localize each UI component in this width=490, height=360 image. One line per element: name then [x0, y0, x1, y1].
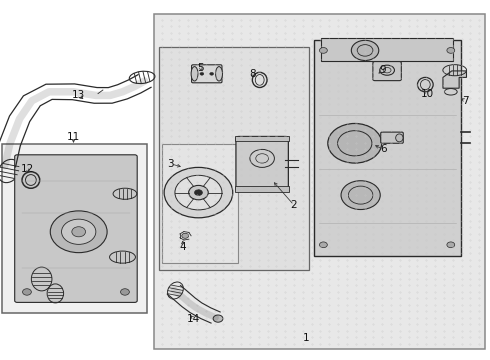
Circle shape	[175, 175, 222, 210]
Circle shape	[447, 242, 455, 248]
Circle shape	[62, 219, 96, 244]
Text: 11: 11	[67, 132, 80, 142]
Circle shape	[328, 123, 382, 163]
Ellipse shape	[191, 67, 198, 81]
Text: 1: 1	[303, 333, 310, 343]
Text: 5: 5	[197, 63, 204, 73]
Text: 12: 12	[20, 164, 34, 174]
Circle shape	[23, 289, 31, 295]
Circle shape	[351, 40, 379, 60]
Text: 14: 14	[187, 314, 200, 324]
Text: 7: 7	[462, 96, 469, 106]
Circle shape	[319, 48, 327, 53]
Ellipse shape	[396, 134, 403, 142]
Text: 6: 6	[380, 144, 387, 154]
Circle shape	[210, 72, 214, 75]
Text: 2: 2	[291, 200, 297, 210]
FancyBboxPatch shape	[373, 62, 401, 81]
Circle shape	[50, 211, 107, 253]
FancyBboxPatch shape	[2, 144, 147, 313]
Circle shape	[182, 233, 189, 238]
Circle shape	[72, 227, 86, 237]
Circle shape	[121, 289, 129, 295]
FancyBboxPatch shape	[192, 65, 222, 83]
FancyBboxPatch shape	[235, 136, 289, 141]
Circle shape	[195, 190, 202, 195]
FancyBboxPatch shape	[236, 136, 288, 191]
Text: 10: 10	[421, 89, 434, 99]
Text: 8: 8	[249, 69, 256, 79]
Text: 3: 3	[167, 159, 174, 169]
FancyBboxPatch shape	[159, 47, 309, 270]
Text: 9: 9	[379, 65, 386, 75]
FancyBboxPatch shape	[162, 144, 238, 263]
FancyBboxPatch shape	[321, 38, 453, 61]
Circle shape	[213, 315, 223, 322]
Ellipse shape	[216, 67, 222, 81]
FancyBboxPatch shape	[235, 186, 289, 192]
Circle shape	[189, 185, 208, 200]
Circle shape	[164, 167, 233, 218]
Text: 13: 13	[72, 90, 85, 100]
FancyBboxPatch shape	[381, 132, 403, 143]
Circle shape	[341, 181, 380, 210]
Polygon shape	[443, 71, 466, 88]
Circle shape	[447, 48, 455, 53]
FancyBboxPatch shape	[314, 40, 461, 256]
Circle shape	[200, 72, 204, 75]
FancyBboxPatch shape	[15, 155, 137, 302]
Text: 4: 4	[179, 242, 186, 252]
Circle shape	[319, 242, 327, 248]
FancyBboxPatch shape	[154, 14, 485, 349]
